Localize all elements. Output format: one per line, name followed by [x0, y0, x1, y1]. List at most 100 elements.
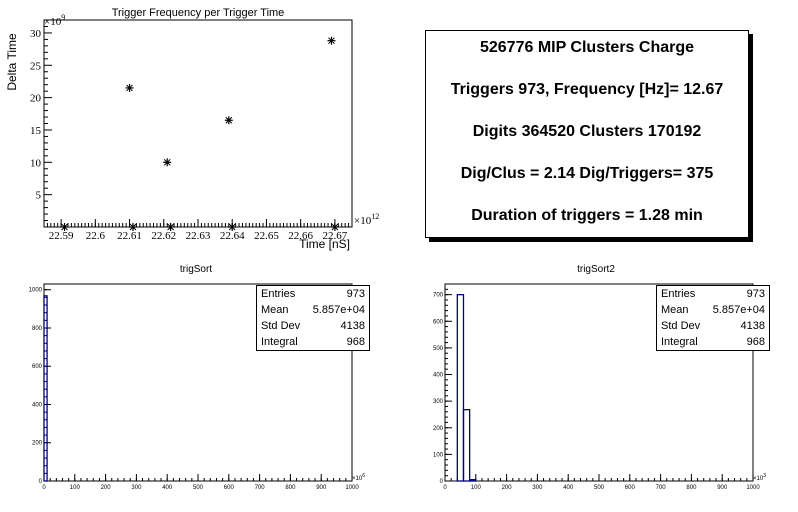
hist-x-tick-label: 600 [625, 485, 636, 491]
stats-value: 968 [346, 336, 365, 348]
hist-y-tick-label: 200 [433, 426, 444, 432]
histogram-bin [462, 409, 471, 482]
hist-x-tick-label: 0 [443, 485, 447, 491]
scatter-x-tick-label: 22.61 [117, 230, 142, 242]
trigsort2-title: trigSort2 [577, 264, 615, 275]
hist-x-tick-label: 900 [316, 485, 327, 491]
hist-x-tick-label: 300 [532, 485, 543, 491]
info-line-ratio: Dig/Clus = 2.14 Dig/Triggers= 375 [460, 165, 714, 182]
scatter-x-tick-label: 22.6 [86, 230, 106, 242]
histogram-bin [468, 479, 477, 482]
scatter-y-tick-label: 15 [30, 125, 42, 137]
histogram-bin [456, 293, 465, 482]
hist-x-tick-label: 800 [686, 485, 697, 491]
stats-mean-row: Mean 5.857e+04 [257, 302, 369, 318]
stats-label: Entries [261, 288, 296, 300]
trigsort-stats-box: Entries 973 Mean 5.857e+04 Std Dev 4138 Int… [256, 285, 370, 351]
stats-integral-row: Integral 968 [257, 334, 369, 350]
stats-value: 5.857e+04 [312, 304, 365, 316]
hist-y-tick-label: 600 [32, 364, 43, 370]
scatter-x-exponent: ×1012 [354, 212, 379, 227]
scatter-x-tick-label: 22.62 [151, 230, 176, 242]
trigsort-title: trigSort [180, 264, 212, 275]
info-line-digits: Digits 364520 Clusters 170192 [472, 123, 702, 140]
trigsort2-x-axis: 0 100 200 300 400 500 600 700 800 900 1000 [443, 474, 760, 491]
hist-x-tick-label: 200 [502, 485, 513, 491]
scatter-point [166, 223, 175, 231]
scatter-y-axis: 5 10 15 20 25 30 [30, 25, 52, 222]
hist-y-tick-label: 200 [32, 441, 43, 447]
scatter-x-tick-label: 22.67 [323, 230, 348, 242]
trigsort2-stats-box: Entries 973 Mean 5.857e+04 Std Dev 4138 Int… [656, 285, 770, 351]
hist-x-tick-label: 400 [162, 485, 173, 491]
scatter-y-tick-label: 30 [30, 28, 42, 40]
scatter-x-tick-label: 22.66 [288, 230, 313, 242]
hist-x-tick-label: 700 [255, 485, 266, 491]
stats-value: 5.857e+04 [712, 304, 765, 316]
hist-y-tick-label: 600 [433, 319, 444, 325]
scatter-point [228, 223, 237, 231]
stats-label: Integral [661, 336, 698, 348]
stats-label: Entries [661, 288, 696, 300]
scatter-x-tick-label: 22.64 [220, 230, 245, 242]
info-box: 526776 MIP Clusters Charge Triggers 973,… [425, 30, 749, 238]
histogram-bin [43, 295, 48, 482]
trigsort2-panel: trigSort2 ×103 0 100 200 300 400 500 600 700 0 1… [433, 264, 766, 491]
scatter-x-axis: 22.59 22.6 22.61 22.62 22.63 22.64 22.65 22.66 2… [43, 219, 353, 242]
trigsort2-x-exponent: ×103 [753, 473, 766, 482]
scatter-y-tick-label: 25 [30, 60, 42, 72]
stats-entries-row: Entries 973 [257, 286, 369, 302]
hist-x-tick-label: 400 [563, 485, 574, 491]
stats-entries-row: Entries 973 [657, 286, 769, 302]
scatter-y-exponent: ×109 [44, 13, 65, 28]
scatter-x-tick-label: 22.59 [49, 230, 74, 242]
stats-std-row: Std Dev 4138 [657, 318, 769, 334]
hist-y-tick-label: 0 [440, 479, 444, 485]
scatter-point [163, 158, 172, 167]
hist-y-tick-label: 400 [433, 373, 444, 379]
trigsort-x-axis: 0 100 200 300 400 500 600 700 800 900 1000 [42, 474, 359, 491]
info-line-triggers: Triggers 973, Frequency [Hz]= 12.67 [450, 81, 724, 98]
stats-label: Mean [261, 304, 289, 316]
scatter-title: Trigger Frequency per Trigger Time [112, 7, 285, 19]
stats-value: 4138 [340, 320, 365, 332]
hist-x-tick-label: 900 [717, 485, 728, 491]
scatter-point [224, 116, 233, 125]
hist-x-tick-label: 0 [42, 485, 46, 491]
hist-x-tick-label: 100 [471, 485, 482, 491]
info-line-title: 526776 MIP Clusters Charge [479, 39, 695, 56]
hist-y-tick-label: 400 [32, 402, 43, 408]
hist-y-tick-label: 100 [433, 452, 444, 458]
hist-y-tick-label: 800 [32, 326, 43, 332]
scatter-points [60, 36, 339, 231]
scatter-y-tick-label: 5 [36, 190, 42, 202]
hist-x-tick-label: 1000 [746, 485, 760, 491]
scatter-point [128, 223, 137, 231]
info-line-duration: Duration of triggers = 1.28 min [471, 207, 703, 224]
trigsort-bars [43, 295, 48, 482]
stats-label: Mean [661, 304, 689, 316]
stats-mean-row: Mean 5.857e+04 [657, 302, 769, 318]
hist-x-tick-label: 800 [285, 485, 296, 491]
hist-y-tick-label: 500 [433, 346, 444, 352]
hist-x-tick-label: 300 [131, 485, 142, 491]
stats-label: Integral [261, 336, 298, 348]
scatter-x-tick-label: 22.63 [186, 230, 211, 242]
scatter-point [327, 36, 336, 45]
hist-y-tick-label: 1000 [29, 288, 43, 294]
hist-x-tick-label: 600 [224, 485, 235, 491]
hist-x-tick-label: 500 [594, 485, 605, 491]
scatter-y-tick-label: 20 [30, 93, 42, 105]
trigsort-x-exponent: ×106 [352, 473, 365, 482]
stats-label: Std Dev [661, 320, 701, 332]
stats-value: 4138 [740, 320, 765, 332]
hist-x-tick-label: 500 [193, 485, 204, 491]
scatter-x-tick-label: 22.65 [254, 230, 279, 242]
scatter-y-tick-label: 10 [30, 157, 42, 169]
scatter-point [125, 83, 134, 92]
scatter-panel: Trigger Frequency per Trigger Time Delta… [5, 7, 379, 251]
stats-value: 973 [746, 288, 765, 300]
scatter-point [330, 223, 339, 231]
trigsort-panel: trigSort ×106 0 200 400 600 800 1000 0 100 200 3… [29, 264, 366, 491]
